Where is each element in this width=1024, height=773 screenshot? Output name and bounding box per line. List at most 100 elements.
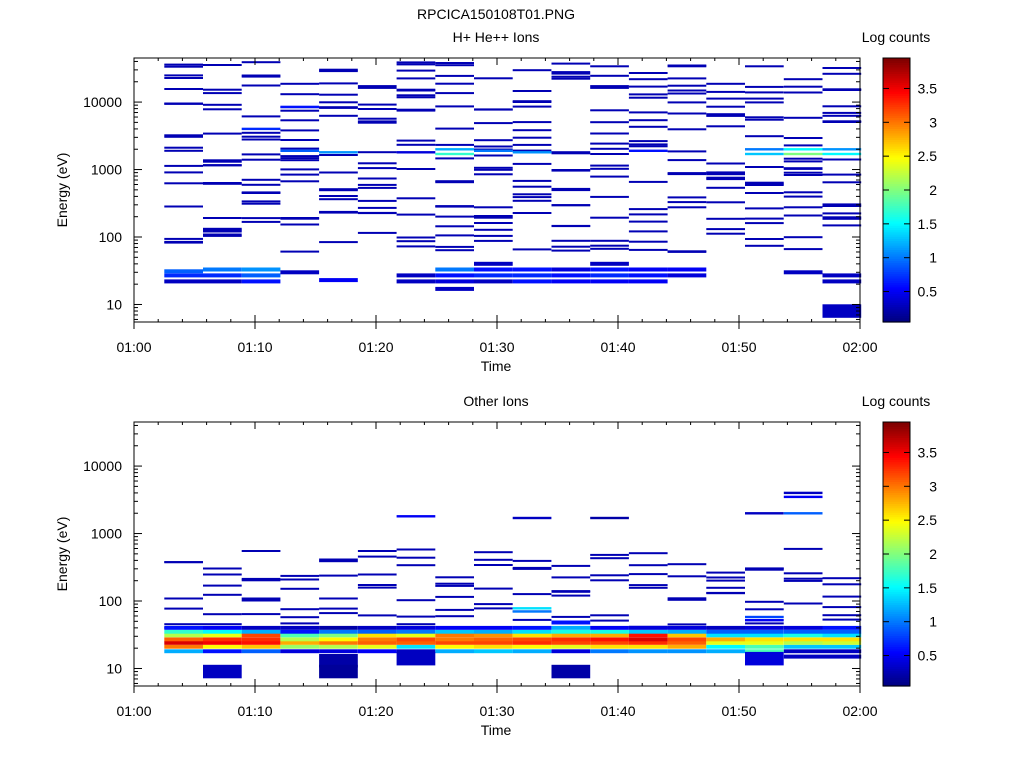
- heatmap-cell: [435, 267, 474, 272]
- heatmap-sparse-cell: [280, 129, 320, 132]
- colorbar-segment: [883, 289, 910, 292]
- colorbar-segment: [883, 459, 910, 463]
- colorbar-segment: [883, 176, 910, 180]
- colorbar-segment: [883, 664, 910, 667]
- colorbar-segment: [883, 313, 910, 316]
- heatmap-cell: [745, 152, 784, 156]
- heatmap-sparse-cell: [474, 234, 513, 237]
- heatmap-sparse-cell: [590, 167, 629, 170]
- colorbar-segment: [883, 267, 910, 270]
- colorbar-segment: [883, 249, 910, 253]
- heatmap-cell: [822, 654, 862, 659]
- heatmap-sparse-cell: [396, 623, 436, 626]
- heatmap-core-cell: [745, 625, 784, 630]
- heatmap-core-cell: [667, 649, 707, 654]
- heatmap-cell: [241, 127, 281, 131]
- colorbar-segment: [883, 253, 910, 257]
- heatmap-sparse-cell: [474, 222, 513, 224]
- heatmap-cell: [822, 279, 862, 284]
- heatmap-sparse-cell: [203, 229, 242, 232]
- heatmap-sparse-cell: [280, 217, 320, 219]
- colorbar-segment: [883, 598, 910, 601]
- colorbar-segment: [883, 214, 910, 217]
- heatmap-cell: [435, 148, 474, 151]
- colorbar-segment: [883, 659, 910, 663]
- heatmap-sparse-cell: [590, 121, 629, 124]
- heatmap-sparse-cell: [745, 118, 784, 121]
- heatmap-sparse-cell: [164, 102, 203, 105]
- y-tick-label: 100: [99, 593, 123, 609]
- heatmap-cell: [474, 149, 513, 152]
- heatmap-sparse-cell: [280, 622, 320, 625]
- heatmap-sparse-cell: [551, 71, 591, 74]
- y-tick-label: 10000: [83, 458, 122, 474]
- heatmap-sparse-cell: [783, 144, 823, 147]
- heatmap-cell: [551, 620, 591, 625]
- colorbar-segment: [883, 278, 910, 281]
- colorbar-tick-label: 3: [929, 478, 937, 494]
- heatmap-cell: [590, 273, 629, 278]
- heatmap-core-cell: [435, 644, 474, 649]
- heatmap-sparse-cell: [667, 206, 707, 209]
- colorbar-segment: [883, 196, 910, 200]
- heatmap-sparse-cell: [435, 615, 474, 618]
- heatmap-sparse-cell: [319, 560, 358, 563]
- heatmap-sparse-cell: [319, 607, 358, 610]
- heatmap-sparse-cell: [706, 579, 745, 582]
- colorbar-segment: [883, 236, 910, 239]
- heatmap-sparse-cell: [280, 155, 320, 158]
- heatmap-cell: [435, 152, 474, 156]
- colorbar-segment: [883, 308, 910, 312]
- colorbar-segment: [883, 194, 910, 198]
- colorbar-segment: [883, 163, 910, 167]
- colorbar-segment: [883, 620, 910, 623]
- colorbar-segment: [883, 212, 910, 215]
- colorbar-segment: [883, 311, 910, 314]
- x-tick-label: 02:00: [842, 339, 877, 355]
- heatmap-core-cell: [590, 640, 629, 645]
- colorbar-tick-label: 2: [929, 546, 937, 562]
- heatmap-sparse-cell: [357, 103, 397, 106]
- heatmap-sparse-cell: [241, 613, 281, 616]
- heatmap-sparse-cell: [357, 550, 397, 552]
- heatmap-cell: [628, 267, 668, 272]
- colorbar-segment: [883, 179, 910, 182]
- heatmap-sparse-cell: [319, 574, 358, 577]
- heatmap-sparse-cell: [512, 90, 552, 92]
- heatmap-core-cell: [280, 637, 320, 642]
- heatmap-core-cell: [241, 633, 281, 638]
- heatmap-sparse-cell: [706, 201, 745, 204]
- heatmap-sparse-cell: [396, 108, 436, 111]
- heatmap-sparse-cell: [435, 225, 474, 228]
- heatmap-core-cell: [241, 637, 281, 642]
- heatmap-cell: [396, 651, 436, 666]
- colorbar-segment: [883, 306, 910, 310]
- heatmap-core-cell: [474, 644, 513, 649]
- heatmap-sparse-cell: [435, 64, 474, 67]
- heatmap-sparse-cell: [396, 240, 436, 243]
- heatmap-core-cell: [474, 629, 513, 634]
- heatmap-sparse-cell: [783, 78, 823, 81]
- y-tick-label: 1000: [91, 526, 122, 542]
- heatmap-sparse-cell: [783, 572, 823, 575]
- y-axis-label: Energy (eV): [54, 153, 70, 228]
- heatmap-sparse-cell: [164, 623, 203, 626]
- heatmap-sparse-cell: [783, 137, 823, 139]
- heatmap-sparse-cell: [396, 556, 436, 559]
- heatmap-core-cell: [590, 633, 629, 638]
- heatmap-sparse-cell: [164, 135, 203, 138]
- colorbar-segment: [883, 225, 910, 228]
- colorbar-segment: [883, 435, 910, 438]
- colorbar-segment: [883, 106, 910, 110]
- colorbar-segment: [883, 58, 910, 61]
- heatmap-sparse-cell: [628, 119, 668, 122]
- heatmap-sparse-cell: [745, 568, 784, 571]
- colorbar-segment: [883, 518, 910, 522]
- heatmap-sparse-cell: [435, 157, 474, 160]
- colorbar-segment: [883, 286, 910, 290]
- heatmap-sparse-cell: [706, 176, 745, 179]
- heatmap-sparse-cell: [474, 77, 513, 80]
- colorbar-segment: [883, 174, 910, 178]
- colorbar-segment: [883, 115, 910, 118]
- heatmap-sparse-cell: [203, 159, 242, 162]
